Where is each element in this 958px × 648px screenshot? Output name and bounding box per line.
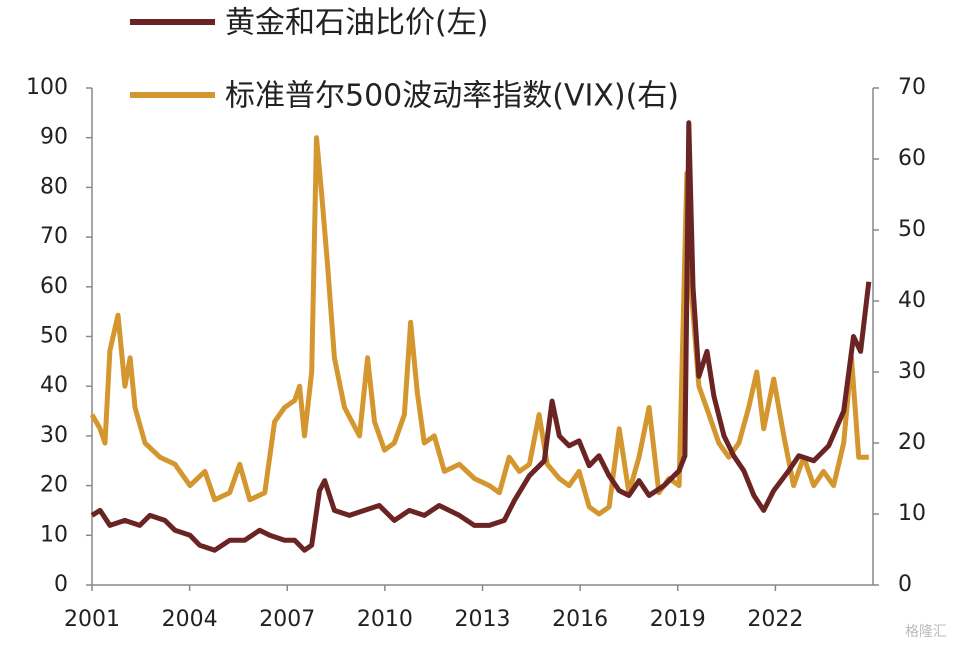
y-tick-label: 0: [54, 572, 68, 597]
watermark: 格隆汇: [905, 624, 947, 640]
y2-tick-label: 0: [898, 572, 912, 597]
x-tick-label: 2022: [747, 607, 803, 632]
y-tick-label: 40: [40, 373, 68, 398]
series-line: [89, 135, 869, 517]
y2-tick-label: 40: [898, 288, 926, 313]
y-tick-label: 10: [40, 522, 68, 547]
series-line: [90, 120, 872, 553]
y-tick-label: 80: [40, 174, 68, 199]
y2-tick-label: 10: [898, 501, 926, 526]
y-tick-label: 30: [40, 423, 68, 448]
legend-label: 标准普尔500波动率指数(VIX)(右): [225, 79, 679, 114]
y2-tick-label: 30: [898, 359, 926, 384]
y-tick-label: 90: [40, 125, 68, 150]
x-tick-label: 2010: [357, 607, 413, 632]
y-tick-label: 60: [40, 274, 68, 299]
y-tick-label: 100: [26, 75, 68, 100]
y2-tick-label: 20: [898, 430, 926, 455]
legend-label: 黄金和石油比价(左): [225, 6, 488, 41]
x-tick-label: 2007: [259, 607, 315, 632]
y-tick-label: 50: [40, 324, 68, 349]
y-tick-label: 20: [40, 473, 68, 498]
y2-tick-label: 60: [898, 146, 926, 171]
y-tick-label: 70: [40, 224, 68, 249]
y2-tick-label: 50: [898, 217, 926, 242]
x-tick-label: 2019: [650, 607, 706, 632]
x-tick-label: 2016: [552, 607, 608, 632]
y2-tick-label: 70: [898, 75, 926, 100]
x-tick-label: 2004: [162, 607, 218, 632]
x-tick-label: 2013: [455, 607, 511, 632]
x-tick-label: 2001: [64, 607, 120, 632]
